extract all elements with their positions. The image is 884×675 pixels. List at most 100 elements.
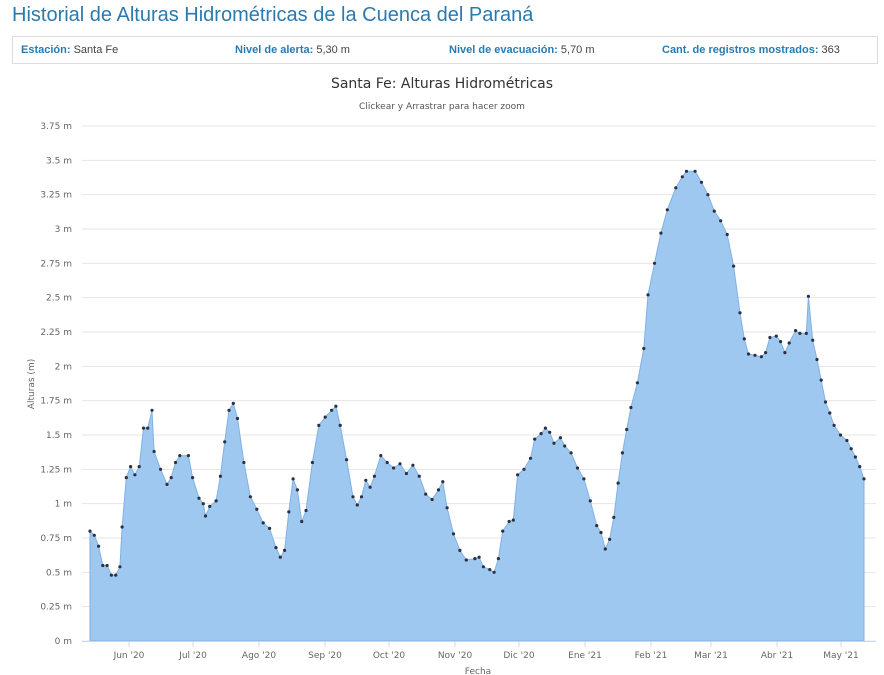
data-point-marker[interactable] (411, 463, 415, 467)
data-point-marker[interactable] (528, 456, 533, 460)
data-point-marker[interactable] (783, 351, 787, 355)
data-point-marker[interactable] (558, 436, 563, 440)
data-point-marker[interactable] (97, 544, 101, 548)
data-point-marker[interactable] (507, 519, 511, 524)
data-point-marker[interactable] (811, 338, 815, 342)
data-point-marker[interactable] (152, 449, 156, 454)
data-point-marker[interactable] (359, 495, 364, 499)
data-point-marker[interactable] (501, 529, 505, 533)
data-point-marker[interactable] (133, 473, 137, 477)
data-point-marker[interactable] (261, 521, 265, 525)
data-point-marker[interactable] (274, 546, 278, 550)
data-point-marker[interactable] (150, 408, 154, 412)
data-point-marker[interactable] (612, 515, 616, 520)
chart-series-area[interactable] (88, 169, 866, 642)
data-point-marker[interactable] (516, 473, 520, 477)
data-point-marker[interactable] (652, 261, 657, 265)
data-point-marker[interactable] (235, 416, 240, 421)
data-point-marker[interactable] (533, 437, 537, 441)
data-point-marker[interactable] (481, 565, 485, 569)
data-point-marker[interactable] (137, 465, 141, 469)
data-point-marker[interactable] (646, 293, 650, 297)
data-point-marker[interactable] (146, 426, 150, 430)
data-point-marker[interactable] (665, 208, 669, 212)
data-point-marker[interactable] (201, 502, 205, 506)
data-point-marker[interactable] (819, 378, 823, 382)
data-point-marker[interactable] (625, 427, 629, 432)
data-point-marker[interactable] (569, 451, 573, 455)
data-point-marker[interactable] (464, 558, 468, 562)
data-point-marker[interactable] (351, 495, 355, 499)
data-point-marker[interactable] (287, 510, 291, 514)
data-point-marker[interactable] (334, 404, 338, 408)
data-point-marker[interactable] (223, 440, 227, 444)
data-point-marker[interactable] (620, 451, 625, 455)
data-point-marker[interactable] (191, 476, 195, 480)
data-point-marker[interactable] (364, 478, 368, 482)
data-point-marker[interactable] (214, 499, 218, 503)
data-point-marker[interactable] (278, 555, 282, 559)
data-point-marker[interactable] (186, 454, 190, 458)
data-point-marker[interactable] (488, 568, 492, 572)
data-point-marker[interactable] (248, 495, 252, 499)
data-point-marker[interactable] (838, 433, 843, 437)
data-point-marker[interactable] (595, 524, 599, 528)
data-point-marker[interactable] (794, 329, 798, 333)
data-point-marker[interactable] (445, 506, 449, 510)
data-point-marker[interactable] (828, 411, 832, 415)
data-point-marker[interactable] (853, 455, 858, 459)
data-point-marker[interactable] (159, 467, 163, 471)
data-point-marker[interactable] (129, 465, 133, 469)
data-point-marker[interactable] (787, 341, 791, 345)
data-point-marker[interactable] (430, 497, 434, 502)
data-point-marker[interactable] (120, 525, 124, 529)
data-point-marker[interactable] (832, 423, 836, 427)
data-point-marker[interactable] (759, 355, 764, 359)
data-point-marker[interactable] (575, 466, 580, 470)
data-point-marker[interactable] (492, 570, 496, 574)
data-point-marker[interactable] (124, 476, 128, 480)
data-point-marker[interactable] (424, 492, 428, 496)
data-point-marker[interactable] (712, 209, 716, 213)
data-point-marker[interactable] (635, 381, 640, 385)
data-point-marker[interactable] (522, 467, 526, 471)
data-point-marker[interactable] (338, 423, 342, 427)
data-point-marker[interactable] (473, 557, 477, 561)
data-point-marker[interactable] (385, 460, 389, 465)
data-point-marker[interactable] (165, 482, 169, 486)
data-point-marker[interactable] (227, 408, 231, 412)
data-point-marker[interactable] (552, 441, 556, 445)
data-point-marker[interactable] (823, 400, 828, 404)
data-point-marker[interactable] (398, 462, 402, 466)
data-point-marker[interactable] (699, 180, 704, 184)
data-point-marker[interactable] (774, 334, 778, 338)
data-point-marker[interactable] (746, 352, 751, 356)
data-point-marker[interactable] (719, 219, 723, 223)
data-point-marker[interactable] (458, 548, 462, 553)
data-point-marker[interactable] (603, 547, 607, 551)
data-point-marker[interactable] (345, 458, 349, 462)
data-point-marker[interactable] (268, 526, 272, 531)
data-point-marker[interactable] (616, 481, 620, 485)
data-point-marker[interactable] (451, 532, 456, 536)
data-point-marker[interactable] (732, 264, 736, 268)
data-point-marker[interactable] (417, 474, 421, 478)
data-point-marker[interactable] (169, 476, 173, 480)
data-point-marker[interactable] (680, 175, 684, 179)
data-point-marker[interactable] (317, 423, 321, 427)
data-point-marker[interactable] (295, 488, 299, 492)
data-point-marker[interactable] (291, 477, 295, 481)
data-point-marker[interactable] (753, 353, 757, 357)
data-point-marker[interactable] (849, 447, 853, 451)
data-point-marker[interactable] (178, 454, 182, 458)
data-point-marker[interactable] (608, 537, 612, 542)
data-point-marker[interactable] (231, 401, 235, 405)
data-point-marker[interactable] (858, 465, 862, 469)
data-point-marker[interactable] (742, 337, 746, 341)
data-point-marker[interactable] (674, 186, 678, 190)
data-point-marker[interactable] (242, 460, 246, 465)
data-point-marker[interactable] (404, 471, 408, 476)
data-point-marker[interactable] (372, 474, 376, 478)
data-point-marker[interactable] (815, 357, 819, 362)
data-point-marker[interactable] (109, 573, 113, 577)
